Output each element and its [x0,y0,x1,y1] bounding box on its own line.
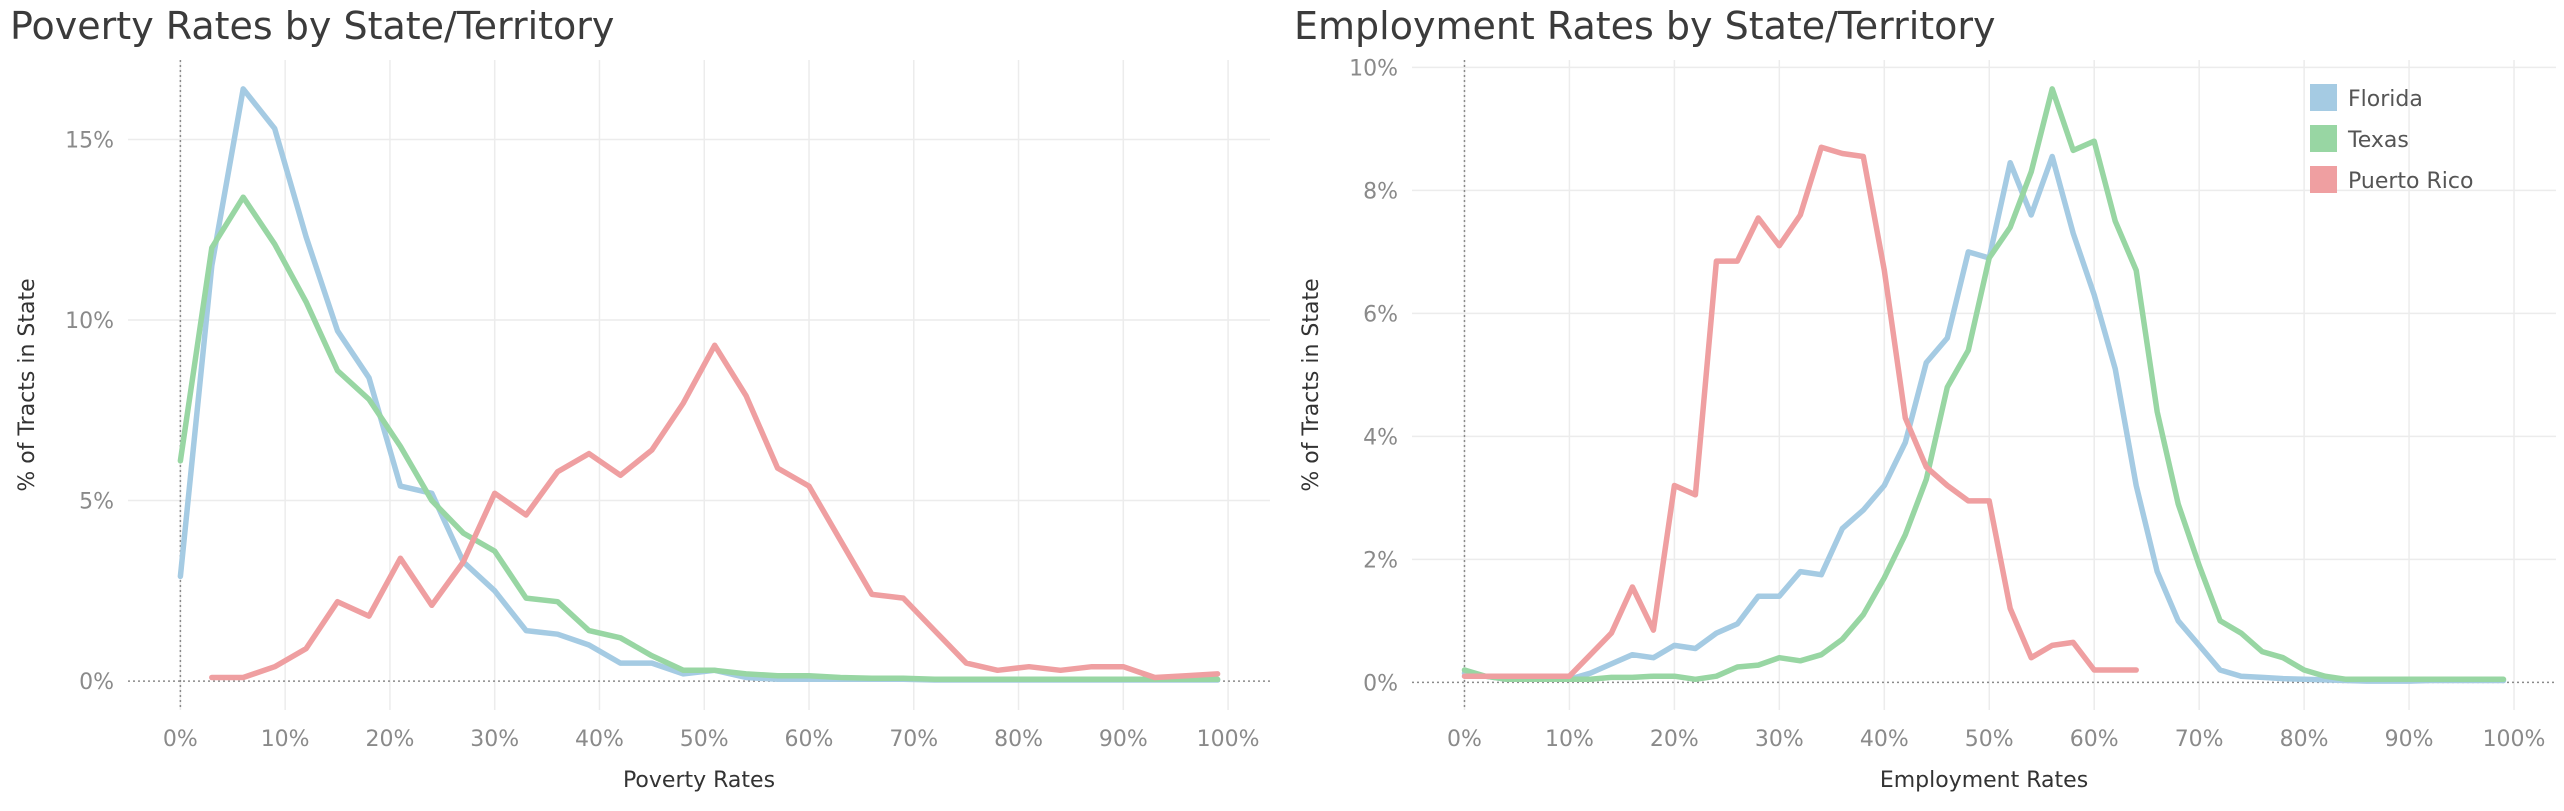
x-tick-label: 40% [575,727,624,752]
puerto-rico-series-line [1461,144,2139,679]
y-tick-label: 10% [65,309,114,334]
y-tick-label: 4% [1363,425,1398,450]
y-tick-label: 8% [1363,179,1398,204]
x-tick-label: 80% [2280,727,2329,752]
texas-series-line [177,194,1221,683]
y-axis-title: % of Tracts in State [15,278,40,491]
employment-grid [1412,60,2556,710]
y-tick-label: 5% [79,490,114,515]
x-tick-label: 30% [1755,727,1804,752]
x-tick-label: 100% [2483,727,2546,752]
puerto-rico-series-line [209,342,1221,681]
employment-chart: 0% 10% 20% 30% 40% 50% 60% 70% 80% 90% 100% 0% 2% 4% 6… [1299,56,2556,793]
poverty-chart: 0% 10% 20% 30% 40% 50% 60% 70% 80% 90% 100% 0% 5% 10%… [15,60,1270,793]
y-tick-label: 6% [1363,302,1398,327]
legend-label-florida: Florida [2348,87,2423,112]
legend-label-texas: Texas [2347,128,2409,153]
x-tick-label: 40% [1860,727,1909,752]
x-tick-label: 70% [889,727,938,752]
x-tick-label: 30% [470,727,519,752]
x-tick-label: 60% [2070,727,2119,752]
y-tick-label: 0% [79,670,114,695]
x-tick-label: 90% [1099,727,1148,752]
x-tick-label: 90% [2385,727,2434,752]
x-tick-label: 10% [261,727,310,752]
y-tick-label: 10% [1349,56,1398,81]
y-axis-title: % of Tracts in State [1299,278,1324,491]
florida-series-line [1461,153,2507,684]
x-tick-label: 100% [1197,727,1260,752]
poverty-grid [128,60,1270,710]
x-tick-label: 50% [680,727,729,752]
x-tick-label: 0% [1447,727,1482,752]
x-tick-label: 70% [2175,727,2224,752]
legend-swatch-florida [2310,84,2337,111]
legend-swatch-puerto-rico [2310,166,2337,193]
x-axis-title: Poverty Rates [623,768,775,793]
y-tick-label: 0% [1363,671,1398,696]
x-tick-label: 50% [1965,727,2014,752]
legend-swatch-texas [2310,125,2337,152]
legend: Florida Texas Puerto Rico [2310,84,2473,194]
x-tick-label: 10% [1545,727,1594,752]
y-tick-label: 15% [65,128,114,153]
legend-label-puerto-rico: Puerto Rico [2348,169,2473,194]
x-tick-label: 20% [1650,727,1699,752]
employment-chart-title: Employment Rates by State/Territory [1294,4,1996,48]
y-tick-label: 2% [1363,548,1398,573]
florida-series-line [177,86,1221,683]
x-tick-label: 80% [994,727,1043,752]
x-axis-title: Employment Rates [1880,768,2088,793]
x-tick-label: 0% [163,727,198,752]
x-tick-label: 60% [785,727,834,752]
poverty-chart-title: Poverty Rates by State/Territory [10,4,615,48]
texas-series-line [1461,86,2507,683]
x-tick-label: 20% [365,727,414,752]
